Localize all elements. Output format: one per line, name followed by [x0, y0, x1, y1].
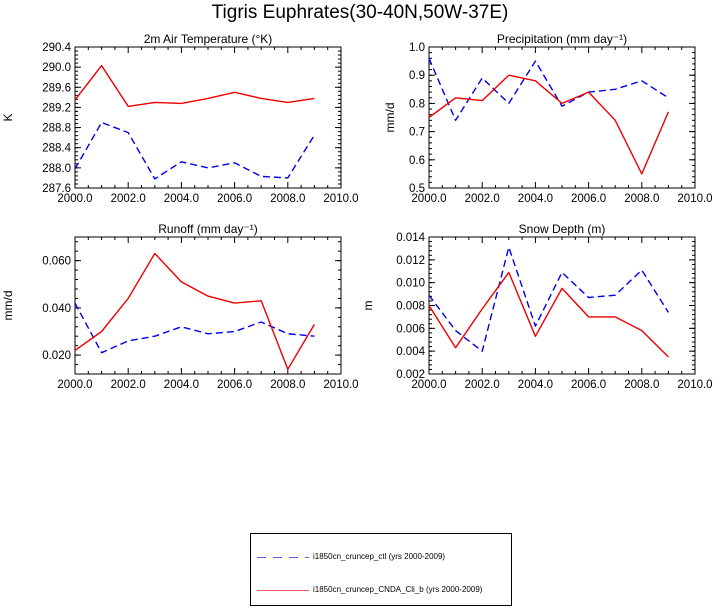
y-axis-title: mm/d [383, 103, 397, 133]
y-axis-title: K [1, 113, 15, 121]
x-tick-label: 2008.0 [270, 193, 305, 205]
x-tick-label: 2004.0 [164, 379, 199, 391]
plot-frame [74, 46, 342, 189]
y-tick-label: 289.2 [42, 102, 71, 114]
panel-1: 2m Air Temperature (°K) K 2000.0 2002.0 2004… [1, 32, 359, 205]
legend-swatch-solid-red [257, 589, 309, 591]
panel-title: Runoff (mm day⁻¹) [158, 222, 257, 236]
figure-title: Tigris Euphrates(30-40N,50W-37E) [212, 2, 509, 23]
series-line-ctl [428, 58, 669, 122]
x-tick-label: 2004.0 [518, 193, 553, 205]
x-tick-label: 2008.0 [624, 193, 659, 205]
y-tick-label: 289.6 [42, 82, 71, 94]
x-tick-label: 2006.0 [571, 193, 606, 205]
series-line-ctl [74, 302, 315, 354]
plot-frame [428, 46, 696, 189]
legend-swatch-dashed-blue [257, 556, 309, 558]
plot-frame [428, 236, 696, 375]
x-tick-label: 2010.0 [323, 193, 358, 205]
series-line-ctl [428, 246, 669, 352]
panel-title: Snow Depth (m) [519, 222, 606, 236]
y-tick-label: 0.004 [396, 346, 425, 358]
y-tick-label: 0.6 [409, 155, 425, 167]
panel-4: Snow Depth (m) m 2000.0 2002.0 2004.0 2006.0 2… [361, 222, 713, 391]
x-tick-label: 2000.0 [411, 379, 446, 391]
x-tick-label: 2000.0 [57, 379, 92, 391]
y-tick-label: 290.0 [42, 62, 71, 74]
legend-label-ctl: i1850cn_cruncep_ctl (yrs 2000-2009) [313, 552, 446, 561]
x-tick-label: 2010.0 [677, 193, 712, 205]
y-tick-label: 0.008 [396, 301, 425, 313]
plot-frame [74, 236, 342, 375]
panel-title: Precipitation (mm day⁻¹) [497, 32, 627, 46]
y-axis-title: m [361, 301, 375, 311]
x-tick-label: 2010.0 [677, 379, 712, 391]
y-tick-label: 0.5 [409, 183, 425, 195]
x-tick-label: 2006.0 [571, 379, 606, 391]
y-tick-label: 1.0 [409, 42, 425, 54]
panel-title: 2m Air Temperature (°K) [144, 32, 273, 46]
legend-label-cnda: i1850cn_cruncep_CNDA_Cli_b (yrs 2000-200… [313, 585, 483, 594]
x-tick-label: 2000.0 [411, 193, 446, 205]
legend-item-ctl: i1850cn_cruncep_ctl (yrs 2000-2009) [257, 552, 445, 561]
series-line-cnda [428, 271, 669, 358]
y-tick-label: 0.010 [396, 278, 425, 290]
panel-2: Precipitation (mm day⁻¹) mm/d 2000.0 2002.0… [383, 32, 713, 205]
figure-canvas: Tigris Euphrates(30-40N,50W-37E) 2m Air … [1, 2, 713, 391]
x-tick-label: 2008.0 [270, 379, 305, 391]
y-tick-label: 0.060 [42, 256, 71, 268]
y-tick-label: 290.4 [42, 42, 71, 54]
legend-item-cnda: i1850cn_cruncep_CNDA_Cli_b (yrs 2000-200… [257, 585, 482, 594]
y-tick-label: 0.002 [396, 369, 425, 381]
x-tick-label: 2004.0 [518, 379, 553, 391]
y-tick-label: 288.0 [42, 163, 71, 175]
x-tick-label: 2002.0 [465, 193, 500, 205]
series-line-cnda [428, 74, 670, 175]
x-tick-label: 2002.0 [465, 379, 500, 391]
y-tick-label: 0.8 [409, 98, 425, 110]
series-line-cnda [74, 64, 315, 108]
x-tick-label: 2002.0 [111, 193, 146, 205]
x-tick-label: 2002.0 [111, 379, 146, 391]
y-tick-label: 288.4 [42, 143, 71, 155]
panel-3: Runoff (mm day⁻¹) mm/d 2000.0 2002.0 2004.0 2… [1, 222, 359, 391]
y-tick-label: 0.7 [409, 127, 425, 139]
y-tick-label: 0.040 [42, 303, 71, 315]
series-line-cnda [74, 252, 316, 370]
y-tick-label: 288.8 [42, 123, 71, 135]
y-axis-title: mm/d [1, 291, 15, 321]
x-tick-label: 2008.0 [624, 379, 659, 391]
y-tick-label: 0.9 [409, 70, 425, 82]
y-tick-label: 0.020 [42, 350, 71, 362]
y-tick-label: 0.014 [396, 232, 425, 244]
x-tick-label: 2006.0 [217, 379, 252, 391]
y-tick-label: 287.6 [42, 183, 71, 195]
x-tick-label: 2006.0 [217, 193, 252, 205]
y-tick-label: 0.012 [396, 255, 425, 267]
x-tick-label: 2000.0 [57, 193, 92, 205]
x-tick-label: 2004.0 [164, 193, 199, 205]
y-tick-label: 0.006 [396, 323, 425, 335]
legend: i1850cn_cruncep_ctl (yrs 2000-2009) i185… [250, 533, 512, 606]
series-line-ctl [74, 121, 315, 180]
x-tick-label: 2010.0 [323, 379, 358, 391]
